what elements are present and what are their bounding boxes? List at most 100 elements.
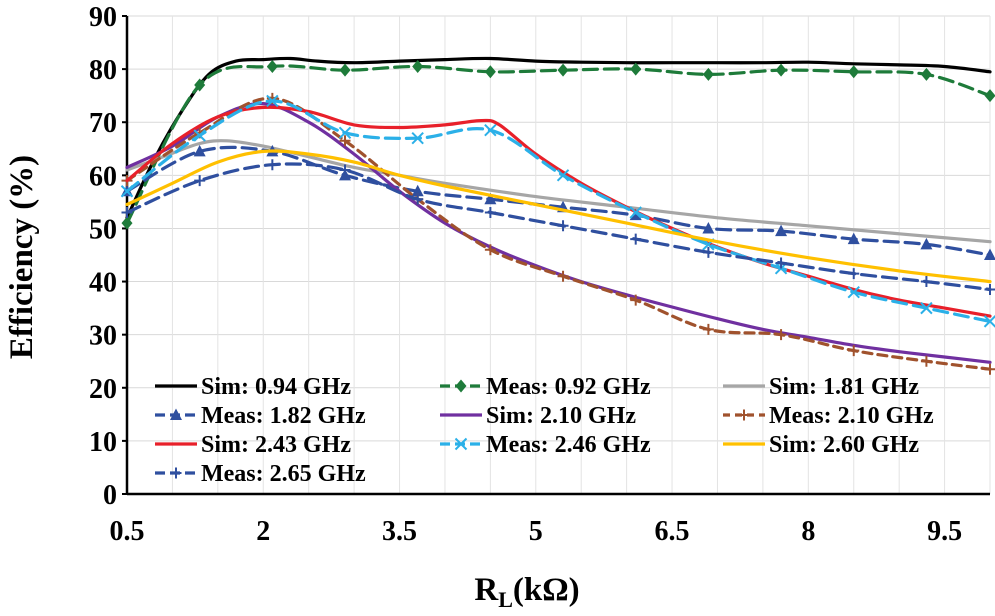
y-tick-label: 0 — [103, 480, 117, 511]
data-point — [847, 232, 860, 245]
y-tick-label: 50 — [89, 214, 117, 245]
data-point — [702, 323, 714, 335]
data-point — [557, 220, 569, 232]
series-0 — [125, 56, 992, 220]
data-point — [120, 185, 134, 198]
data-point — [266, 94, 279, 108]
data-point — [775, 257, 787, 269]
y-axis-title: Efficiency (%) — [4, 155, 40, 359]
data-point — [194, 175, 206, 187]
data-point — [557, 270, 569, 282]
legend-label: Sim: 2.43 GHz — [201, 432, 351, 458]
data-point — [848, 65, 860, 79]
data-point — [484, 65, 496, 79]
x-axis-title: RL(kΩ) — [474, 572, 579, 612]
data-point — [266, 59, 278, 73]
data-point — [984, 248, 995, 260]
data-point — [339, 135, 351, 147]
data-point — [702, 221, 715, 234]
y-tick-label: 40 — [89, 268, 117, 299]
legend-entry: Sim: 1.81 GHz — [723, 374, 919, 400]
data-point — [484, 244, 496, 256]
y-tick-label: 10 — [89, 427, 117, 458]
legend-entry: Sim: 2.60 GHz — [723, 432, 919, 458]
y-tick-label: 70 — [89, 108, 117, 139]
legend-entry: Sim: 2.10 GHz — [440, 403, 636, 429]
x-tick-label: 8 — [801, 516, 815, 547]
tick-labels: 0 10 20 30 40 50 60 70 80 90 0.5 2 3.5 5 6.5 8 9.5 — [89, 2, 962, 547]
y-tick-label: 20 — [89, 374, 117, 405]
data-point — [630, 294, 642, 306]
data-point — [920, 276, 932, 288]
y-tick-label: 30 — [89, 321, 117, 352]
x-tick-label: 6.5 — [655, 516, 690, 547]
series-6 — [125, 105, 992, 318]
data-point — [984, 89, 995, 103]
x-tick-label: 5 — [529, 516, 543, 547]
legend-entry: Meas: 1.82 GHz — [155, 403, 366, 429]
series-1 — [121, 59, 995, 230]
data-point — [411, 184, 424, 197]
data-point — [775, 63, 787, 77]
legend-label: Meas: 0.92 GHz — [486, 374, 651, 400]
data-point — [630, 233, 642, 245]
data-point — [412, 59, 424, 73]
series-line — [125, 96, 992, 371]
legend-label: Meas: 2.46 GHz — [486, 432, 651, 458]
data-point — [983, 315, 995, 328]
legend-marker — [170, 467, 182, 479]
legend-entry: Sim: 2.43 GHz — [155, 432, 351, 458]
data-point — [920, 301, 933, 315]
data-point — [557, 63, 569, 77]
legend-label: Sim: 0.94 GHz — [201, 374, 351, 400]
y-tick-label: 90 — [89, 2, 117, 33]
x-tick-label: 3.5 — [382, 516, 417, 547]
series-layer — [120, 56, 995, 375]
series-line — [125, 145, 992, 257]
data-point — [193, 129, 206, 142]
series-7 — [120, 94, 995, 328]
legend-label: Sim: 2.10 GHz — [486, 403, 636, 429]
data-point — [629, 206, 642, 219]
legend-label: Meas: 1.82 GHz — [201, 403, 366, 429]
x-axis-title-main: R — [474, 572, 499, 608]
legend-entry: Meas: 0.92 GHz — [440, 374, 651, 400]
series-4 — [125, 101, 992, 364]
data-point — [920, 67, 932, 81]
series-5 — [121, 92, 995, 375]
x-tick-label: 2 — [256, 516, 270, 547]
x-axis-title-suffix: (kΩ) — [513, 572, 580, 608]
data-point — [984, 284, 995, 296]
legend-entry: Meas: 2.10 GHz — [723, 403, 934, 429]
series-line — [125, 56, 992, 220]
data-point — [266, 159, 278, 171]
data-point — [629, 208, 642, 221]
legend-label: Sim: 1.81 GHz — [769, 374, 919, 400]
data-point — [121, 216, 133, 230]
data-point — [121, 207, 133, 219]
y-tick-label: 60 — [89, 161, 117, 192]
series-line — [125, 149, 992, 284]
data-point — [630, 62, 642, 76]
data-point — [193, 144, 206, 157]
data-point — [339, 164, 351, 176]
series-line — [125, 105, 992, 318]
legend-label: Meas: 2.10 GHz — [769, 403, 934, 429]
legend-marker — [170, 408, 182, 420]
data-point — [484, 192, 497, 205]
y-tick-label: 80 — [89, 55, 117, 86]
data-point — [702, 246, 714, 258]
data-point — [194, 78, 206, 92]
series-9 — [121, 159, 995, 296]
data-point — [338, 126, 352, 140]
data-point — [984, 363, 995, 375]
data-point — [556, 169, 570, 182]
data-point — [848, 345, 860, 357]
series-3 — [121, 144, 995, 260]
data-point — [484, 123, 497, 137]
x-axis-title-subscript: L — [498, 587, 513, 612]
legend-entry: Sim: 0.94 GHz — [155, 374, 351, 400]
legend-label: Meas: 2.65 GHz — [201, 461, 366, 487]
data-point — [411, 131, 424, 145]
data-point — [775, 224, 788, 237]
